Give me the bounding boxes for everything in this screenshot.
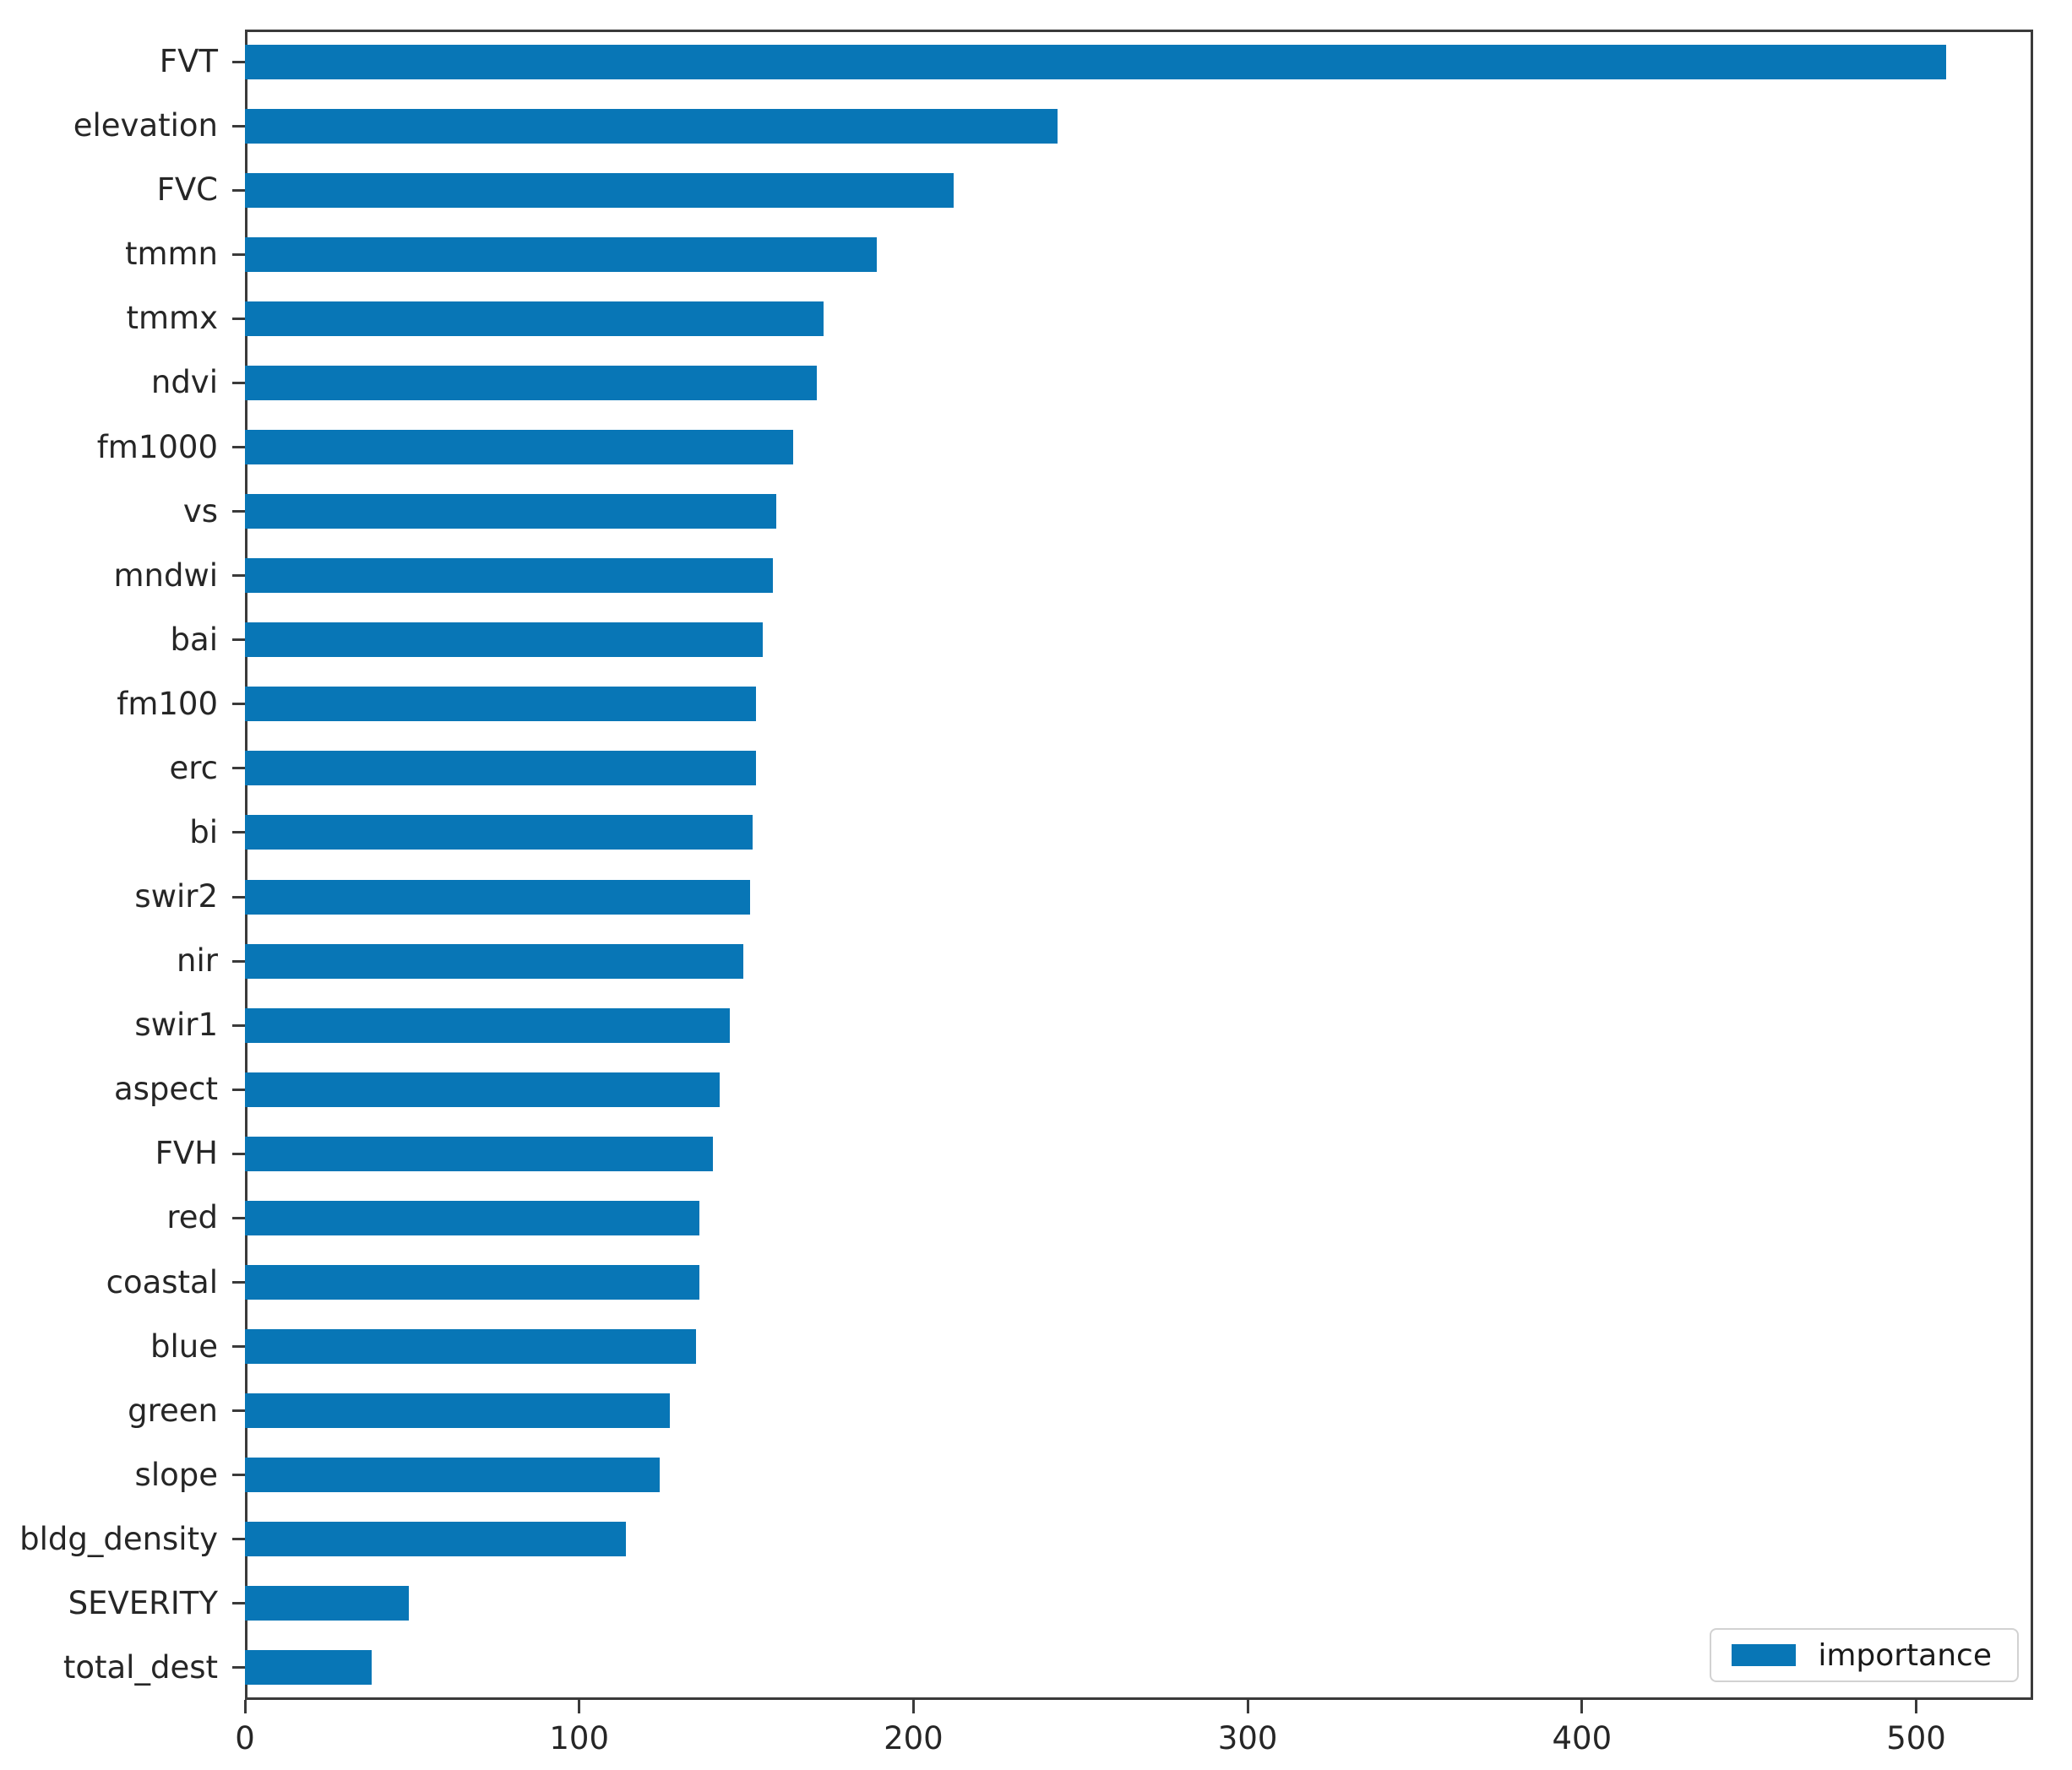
y-tick-red bbox=[232, 1216, 245, 1219]
y-tick-swir2 bbox=[232, 895, 245, 899]
x-tick-label-500: 500 bbox=[1886, 1720, 1946, 1756]
bar-green bbox=[245, 1393, 670, 1429]
bar-swir1 bbox=[245, 1007, 730, 1043]
y-tick-fm1000 bbox=[232, 446, 245, 448]
y-label-erc: erc bbox=[169, 749, 218, 786]
bar-ndvi bbox=[245, 365, 817, 400]
y-label-blue: blue bbox=[150, 1328, 218, 1365]
x-tick-label-0: 0 bbox=[235, 1720, 255, 1756]
y-tick-vs bbox=[232, 510, 245, 513]
y-label-tmmn: tmmn bbox=[124, 236, 218, 273]
x-tick-label-200: 200 bbox=[884, 1720, 944, 1756]
y-label-bai: bai bbox=[170, 621, 218, 658]
y-tick-coastal bbox=[232, 1281, 245, 1284]
y-tick-tmmx bbox=[232, 317, 245, 320]
y-tick-green bbox=[232, 1409, 245, 1413]
x-tick-500 bbox=[1915, 1700, 1917, 1713]
legend-label: importance bbox=[1818, 1637, 1992, 1673]
bar-mndwi bbox=[245, 558, 774, 594]
bar-FVT bbox=[245, 44, 1947, 79]
x-tick-label-100: 100 bbox=[549, 1720, 609, 1756]
y-tick-FVC bbox=[232, 188, 245, 192]
y-tick-FVT bbox=[232, 60, 245, 63]
legend-swatch-importance bbox=[1732, 1644, 1797, 1666]
y-label-green: green bbox=[128, 1392, 218, 1429]
y-label-fm100: fm100 bbox=[117, 685, 218, 722]
bar-coastal bbox=[245, 1265, 700, 1300]
bar-slope bbox=[245, 1458, 660, 1493]
bar-fm100 bbox=[245, 687, 757, 722]
y-tick-elevation bbox=[232, 124, 245, 128]
x-tick-300 bbox=[1246, 1700, 1249, 1713]
y-label-FVC: FVC bbox=[156, 171, 218, 209]
bar-erc bbox=[245, 751, 757, 786]
y-tick-swir1 bbox=[232, 1023, 245, 1027]
y-tick-bldg_density bbox=[232, 1538, 245, 1541]
x-tick-400 bbox=[1580, 1700, 1584, 1713]
x-tick-0 bbox=[243, 1700, 247, 1713]
y-label-swir2: swir2 bbox=[134, 878, 218, 915]
y-tick-FVH bbox=[232, 1152, 245, 1155]
y-tick-bi bbox=[232, 831, 245, 834]
x-tick-100 bbox=[578, 1700, 581, 1713]
y-label-fm1000: fm1000 bbox=[96, 428, 218, 465]
y-tick-SEVERITY bbox=[232, 1602, 245, 1605]
y-tick-total_dest bbox=[232, 1666, 245, 1670]
y-label-bldg_density: bldg_density bbox=[19, 1520, 218, 1557]
y-label-tmmx: tmmx bbox=[126, 300, 219, 337]
y-tick-tmmn bbox=[232, 252, 245, 256]
y-tick-aspect bbox=[232, 1088, 245, 1091]
y-label-total_dest: total_dest bbox=[63, 1648, 218, 1686]
y-label-nir: nir bbox=[177, 942, 218, 980]
y-label-red: red bbox=[166, 1199, 218, 1236]
bar-bi bbox=[245, 815, 753, 850]
y-label-coastal: coastal bbox=[106, 1263, 218, 1300]
x-tick-label-300: 300 bbox=[1217, 1720, 1278, 1756]
x-tick-200 bbox=[911, 1700, 915, 1713]
bar-fm1000 bbox=[245, 430, 793, 464]
y-label-aspect: aspect bbox=[113, 1071, 218, 1108]
bar-tmmx bbox=[245, 301, 824, 336]
y-label-ndvi: ndvi bbox=[150, 364, 218, 401]
bar-total_dest bbox=[245, 1650, 373, 1686]
y-label-SEVERITY: SEVERITY bbox=[68, 1584, 218, 1621]
y-label-bi: bi bbox=[189, 813, 218, 850]
bar-swir2 bbox=[245, 879, 750, 915]
y-tick-blue bbox=[232, 1345, 245, 1349]
bar-elevation bbox=[245, 108, 1058, 144]
y-label-elevation: elevation bbox=[73, 107, 218, 144]
y-tick-mndwi bbox=[232, 574, 245, 578]
y-tick-nir bbox=[232, 959, 245, 963]
y-label-FVH: FVH bbox=[155, 1135, 218, 1172]
bar-blue bbox=[245, 1329, 697, 1365]
y-tick-bai bbox=[232, 638, 245, 642]
bar-tmmn bbox=[245, 236, 877, 272]
y-tick-slope bbox=[232, 1474, 245, 1477]
x-tick-label-400: 400 bbox=[1552, 1720, 1612, 1756]
bar-bai bbox=[245, 622, 764, 658]
y-label-vs: vs bbox=[182, 492, 218, 529]
bar-FVC bbox=[245, 172, 954, 208]
bar-red bbox=[245, 1200, 700, 1235]
bar-nir bbox=[245, 943, 743, 979]
bar-FVH bbox=[245, 1136, 713, 1171]
y-label-FVT: FVT bbox=[159, 43, 218, 80]
y-label-slope: slope bbox=[134, 1456, 218, 1493]
legend: importance bbox=[1710, 1628, 2019, 1682]
y-label-swir1: swir1 bbox=[134, 1007, 218, 1044]
y-tick-ndvi bbox=[232, 381, 245, 384]
bar-aspect bbox=[245, 1072, 720, 1107]
bar-bldg_density bbox=[245, 1522, 627, 1557]
y-label-mndwi: mndwi bbox=[113, 557, 218, 594]
bar-SEVERITY bbox=[245, 1586, 409, 1621]
bars-layer bbox=[245, 30, 2033, 1700]
bar-vs bbox=[245, 494, 777, 529]
y-tick-fm100 bbox=[232, 703, 245, 706]
y-tick-erc bbox=[232, 767, 245, 770]
